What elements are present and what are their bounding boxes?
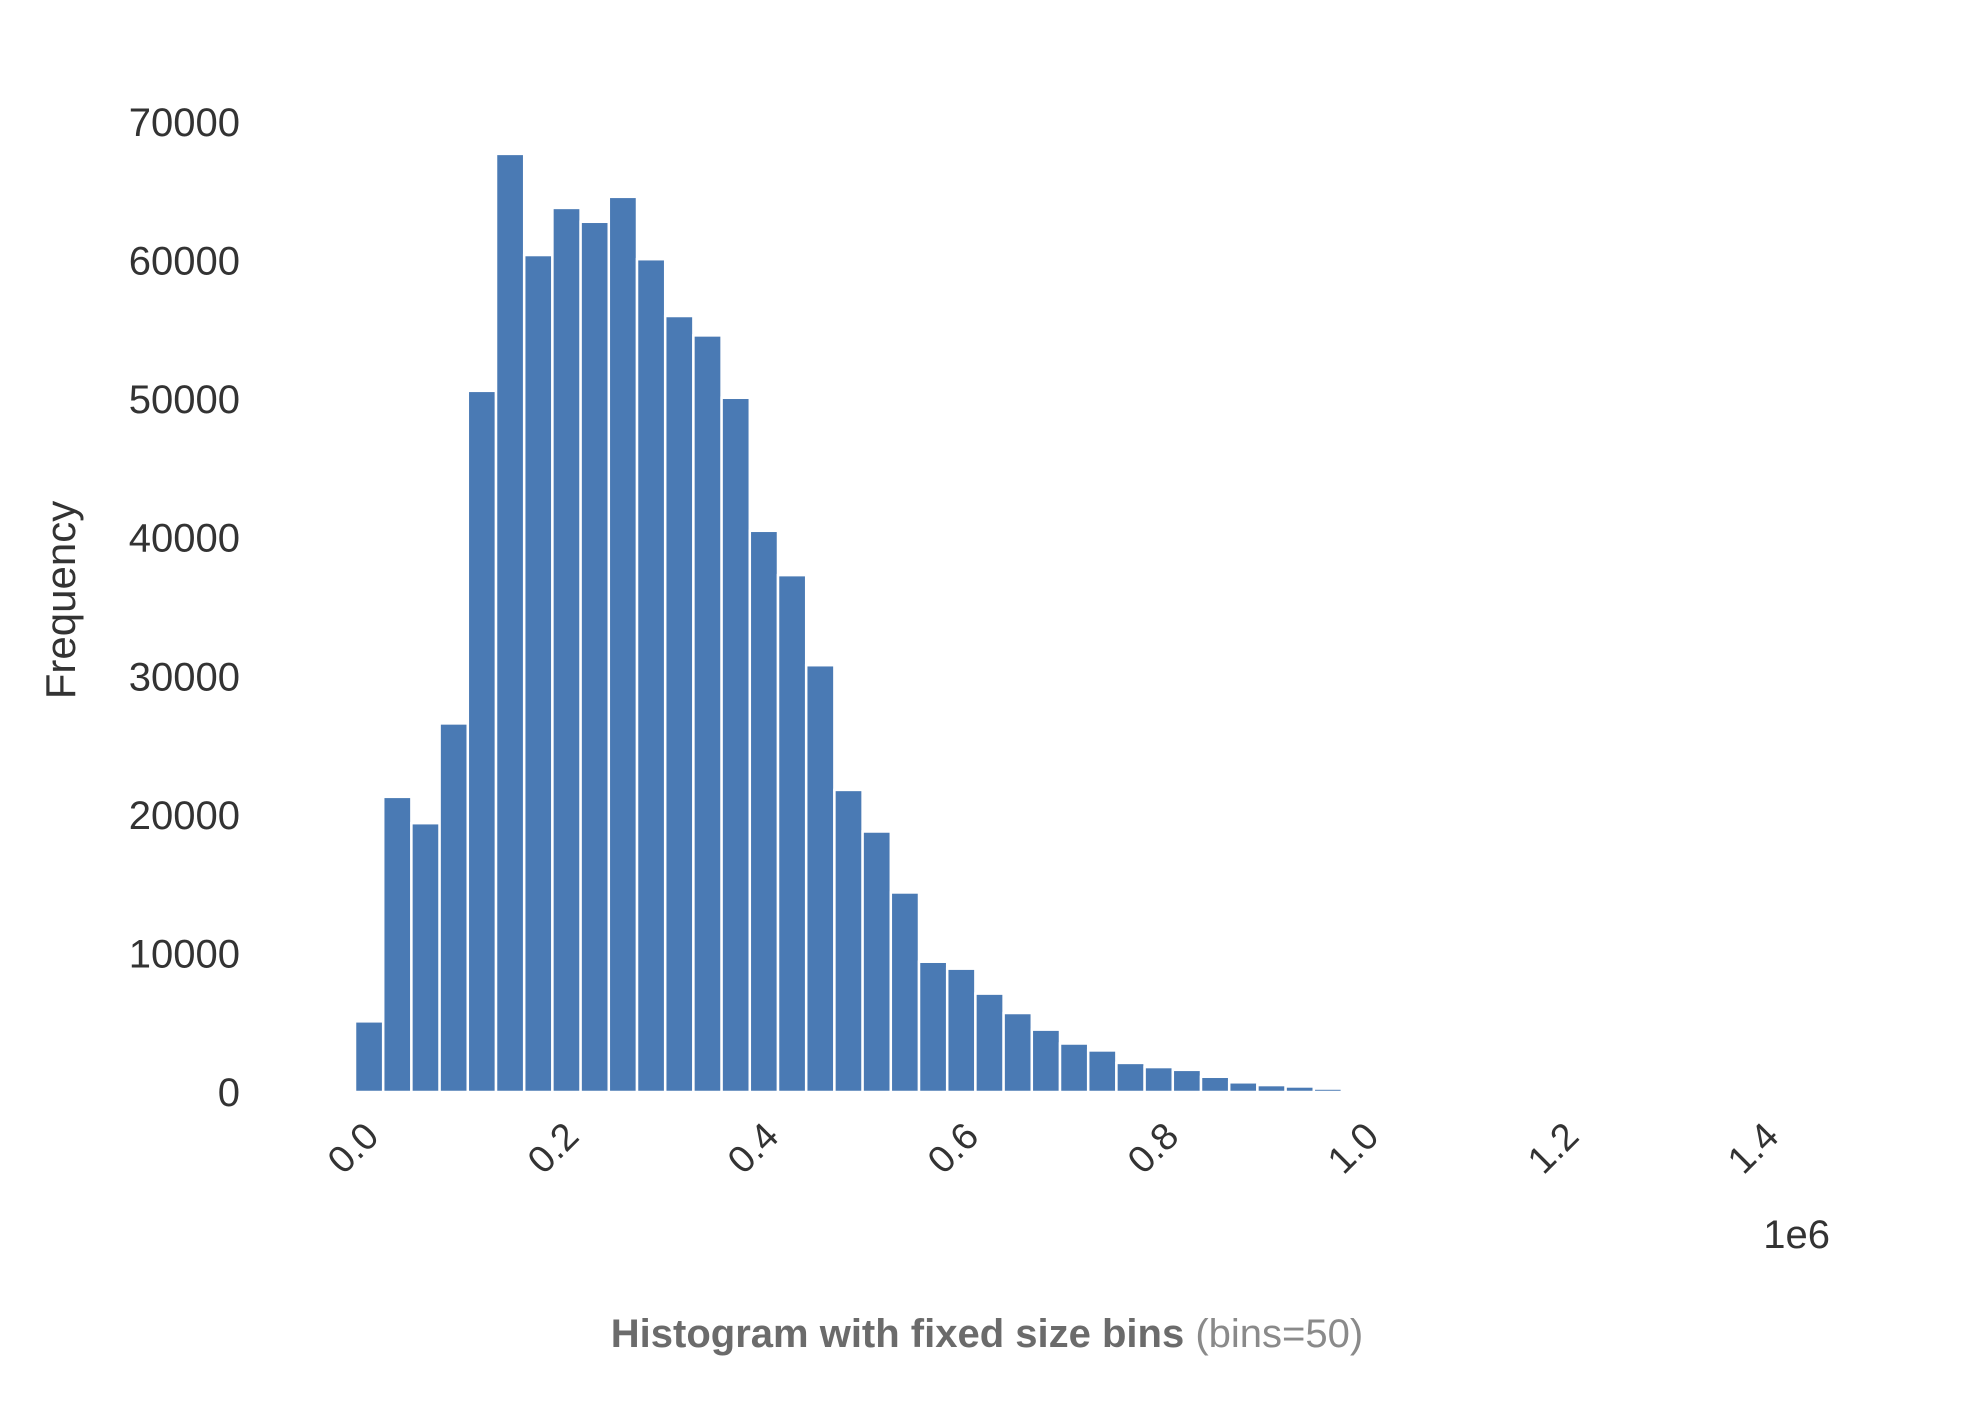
x-tick-label: 0.4 bbox=[720, 1115, 787, 1182]
histogram-bar bbox=[551, 206, 582, 1094]
histogram-bar bbox=[353, 1020, 385, 1094]
x-tick-label: 1.2 bbox=[1520, 1115, 1587, 1182]
histogram-bar bbox=[974, 992, 1005, 1094]
histogram-bar bbox=[466, 389, 498, 1094]
histogram-bar bbox=[1256, 1083, 1287, 1094]
histogram-bar bbox=[833, 788, 864, 1094]
histogram-bar bbox=[1453, 1090, 1485, 1094]
caption-bins: (bins=50) bbox=[1195, 1312, 1364, 1356]
histogram-bar bbox=[1030, 1028, 1062, 1094]
histogram-bar bbox=[1707, 1090, 1739, 1094]
histogram-bar bbox=[889, 891, 921, 1094]
bars-group bbox=[353, 152, 1767, 1094]
histogram-bar bbox=[1594, 1090, 1626, 1094]
histogram-bar bbox=[720, 396, 752, 1094]
caption-title: Histogram with fixed size bins bbox=[610, 1312, 1185, 1356]
histogram-bar bbox=[917, 960, 949, 1094]
histogram-bar bbox=[1735, 1090, 1767, 1094]
histogram-bar bbox=[381, 795, 413, 1094]
histogram-bar bbox=[522, 253, 554, 1094]
histogram-bar bbox=[1397, 1089, 1428, 1094]
histogram-bar bbox=[1368, 1089, 1400, 1094]
y-tick-label: 70000 bbox=[129, 101, 240, 145]
histogram-bar bbox=[1115, 1061, 1146, 1094]
histogram-bar bbox=[1227, 1081, 1259, 1094]
histogram-bar bbox=[438, 722, 470, 1094]
histogram-bar bbox=[1481, 1090, 1513, 1094]
y-tick-label: 50000 bbox=[129, 378, 240, 422]
histogram-bar bbox=[945, 967, 977, 1094]
histogram-bar bbox=[1199, 1075, 1231, 1094]
y-tick-label: 60000 bbox=[129, 240, 240, 284]
histogram-bar bbox=[861, 830, 893, 1094]
y-tick-label: 10000 bbox=[129, 932, 240, 976]
chart-caption: Histogram with fixed size bins (bins=50) bbox=[0, 1312, 1974, 1357]
y-axis-ticks: 0 10000 20000 30000 40000 50000 60000 70000 bbox=[129, 101, 240, 1115]
histogram-bar bbox=[1171, 1068, 1203, 1094]
histogram-bar bbox=[1538, 1090, 1569, 1094]
x-tick-label: 0.2 bbox=[520, 1115, 587, 1182]
histogram-bar bbox=[748, 529, 780, 1094]
histogram-bar bbox=[1143, 1065, 1175, 1094]
histogram-bar bbox=[579, 220, 611, 1094]
histogram-bar bbox=[1284, 1085, 1316, 1094]
histogram-bar bbox=[1086, 1049, 1118, 1094]
y-tick-label: 40000 bbox=[129, 517, 240, 561]
histogram-bar bbox=[1622, 1090, 1654, 1094]
x-tick-label: 0.8 bbox=[1120, 1115, 1187, 1182]
histogram-bar bbox=[1340, 1088, 1372, 1094]
histogram-bar bbox=[1002, 1011, 1034, 1094]
y-axis-label: Frequency bbox=[37, 501, 84, 699]
x-axis-ticks: 0.0 0.2 0.4 0.6 0.8 1.0 1.2 1.4 bbox=[320, 1115, 1787, 1182]
histogram-bar bbox=[1312, 1087, 1344, 1094]
y-tick-label: 0 bbox=[218, 1071, 240, 1115]
x-tick-label: 0.6 bbox=[920, 1115, 987, 1182]
x-axis-offset-label: 1e6 bbox=[1763, 1213, 1830, 1257]
x-tick-label: 1.0 bbox=[1320, 1115, 1387, 1182]
histogram-bar bbox=[494, 152, 526, 1094]
histogram-bar bbox=[776, 573, 808, 1094]
histogram-bar bbox=[635, 257, 667, 1094]
histogram-bar bbox=[410, 821, 441, 1094]
histogram-bar bbox=[1058, 1042, 1090, 1094]
histogram-bar bbox=[1509, 1090, 1541, 1094]
y-tick-label: 20000 bbox=[129, 794, 240, 838]
histogram-bar bbox=[1650, 1090, 1682, 1094]
histogram-bar bbox=[804, 663, 836, 1094]
histogram-bar bbox=[663, 314, 695, 1094]
histogram-bar bbox=[1679, 1090, 1710, 1094]
x-tick-label: 1.4 bbox=[1720, 1115, 1787, 1182]
y-tick-label: 30000 bbox=[129, 655, 240, 699]
histogram-bar bbox=[1566, 1090, 1598, 1094]
histogram-bar bbox=[692, 334, 723, 1094]
x-tick-label: 0.0 bbox=[320, 1115, 387, 1182]
histogram-bar bbox=[1425, 1090, 1457, 1094]
histogram-bar bbox=[607, 195, 639, 1094]
